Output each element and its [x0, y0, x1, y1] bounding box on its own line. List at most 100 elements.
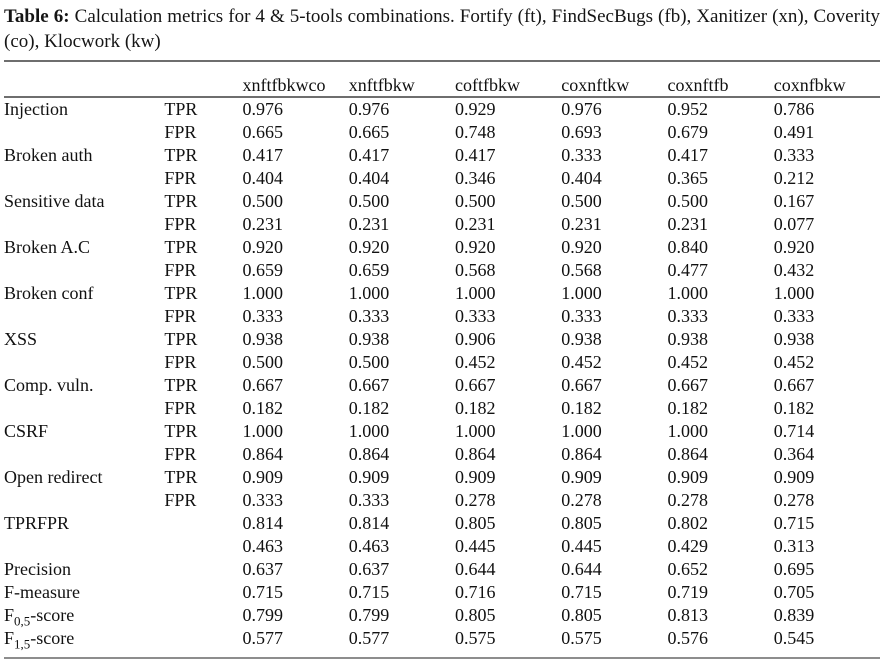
table-row: F1,5-score 0.577 0.577 0.575 0.575 0.576 0.545 [4, 627, 880, 659]
table-row: FPR 0.333 0.333 0.278 0.278 0.278 0.278 [4, 489, 880, 512]
metric-value: 0.452 [773, 352, 815, 372]
metric-value: 0.500 [242, 352, 284, 372]
row-category: CSRF [4, 421, 49, 441]
table-row: CSRF TPR 1.000 1.000 1.000 1.000 1.000 0.714 [4, 420, 880, 443]
row-category [4, 535, 164, 558]
metric-value: 0.404 [561, 168, 602, 188]
metric-value: 0.667 [561, 375, 602, 395]
metric-value: 0.333 [773, 306, 815, 326]
row-metric: FPR [164, 490, 197, 510]
table-row: Sensitive data TPR 0.500 0.500 0.500 0.500 0.5… [4, 190, 880, 213]
row-metric [164, 604, 242, 627]
table-row: FPR 0.333 0.333 0.333 0.333 0.333 0.333 [4, 305, 880, 328]
row-category: Broken A.C [4, 237, 91, 257]
metric-value: 0.491 [773, 122, 815, 142]
metric-value: 0.568 [561, 260, 602, 280]
row-metric: TPR [164, 329, 198, 349]
metric-value: 0.417 [348, 145, 390, 165]
metric-column-spacer [164, 60, 243, 98]
metric-value: 0.920 [561, 237, 602, 257]
row-metric: TPR [164, 375, 198, 395]
header-row: xnftfbkwco xnftfbkw coftfbkw coxnftkw coxnft… [4, 60, 880, 98]
metric-value: 0.182 [242, 398, 284, 418]
metric-value: 0.500 [242, 191, 284, 211]
metric-value: 0.909 [561, 467, 602, 487]
metric-value: 0.313 [773, 536, 815, 556]
row-category [4, 351, 164, 374]
metric-value: 1.000 [561, 283, 602, 303]
table-row: FPR 0.231 0.231 0.231 0.231 0.231 0.077 [4, 213, 880, 236]
metric-value: 0.805 [561, 605, 602, 625]
metric-value: 0.909 [667, 467, 708, 487]
table-row: FPR 0.500 0.500 0.452 0.452 0.452 0.452 [4, 351, 880, 374]
metric-value: 0.667 [348, 375, 390, 395]
metric-value: 0.659 [348, 260, 390, 280]
metric-value: 0.716 [455, 582, 496, 602]
metric-value: 0.637 [242, 559, 284, 579]
metric-value: 0.976 [561, 99, 602, 119]
metric-value: 0.667 [773, 375, 815, 395]
metric-value: 0.644 [455, 559, 496, 579]
metric-value: 0.695 [773, 559, 815, 579]
category-text: -score [30, 628, 75, 648]
metric-value: 0.231 [242, 214, 284, 234]
metric-value: 0.906 [455, 329, 496, 349]
metric-value: 0.417 [242, 145, 284, 165]
row-metric: FPR [164, 306, 197, 326]
metric-value: 1.000 [348, 283, 390, 303]
metric-value: 0.814 [348, 513, 390, 533]
metric-value: 0.333 [667, 306, 708, 326]
metric-value: 0.404 [242, 168, 284, 188]
metric-value: 0.445 [455, 536, 496, 556]
metric-value: 1.000 [455, 283, 496, 303]
metric-value: 1.000 [242, 421, 284, 441]
metric-value: 1.000 [242, 283, 284, 303]
metric-value: 0.665 [348, 122, 390, 142]
metric-value: 0.715 [242, 582, 284, 602]
column-header: coxnfbkw [773, 60, 880, 98]
metric-value: 0.575 [455, 627, 562, 659]
row-metric: FPR [164, 214, 197, 234]
metric-value: 0.577 [348, 627, 455, 659]
metric-value: 0.333 [773, 145, 815, 165]
column-header: xnftfbkw [348, 60, 455, 98]
metric-value: 0.938 [561, 329, 602, 349]
table-row: F-measure 0.715 0.715 0.716 0.715 0.719 0.705 [4, 581, 880, 604]
metric-value: 0.644 [561, 559, 602, 579]
row-metric: TPR [164, 145, 198, 165]
table-row: FPR 0.404 0.404 0.346 0.404 0.365 0.212 [4, 167, 880, 190]
metric-value: 0.665 [242, 122, 284, 142]
metric-value: 1.000 [348, 421, 390, 441]
metric-value: 0.182 [773, 398, 815, 418]
table-row: Injection TPR 0.976 0.976 0.929 0.976 0.952 0.7… [4, 97, 880, 121]
metric-value: 0.575 [561, 627, 668, 659]
table-row: Open redirect TPR 0.909 0.909 0.909 0.909 0.90… [4, 466, 880, 489]
row-metric: TPR [164, 283, 198, 303]
metric-value: 0.333 [242, 306, 284, 326]
metric-value: 0.814 [242, 513, 284, 533]
metric-value: 0.333 [348, 306, 390, 326]
row-metric [164, 627, 243, 659]
metric-value: 0.278 [561, 490, 602, 510]
metric-value: 1.000 [667, 283, 708, 303]
row-metric [164, 558, 242, 581]
row-category [4, 489, 164, 512]
row-category: XSS [4, 329, 38, 349]
table-row: XSS TPR 0.938 0.938 0.906 0.938 0.938 0.938 [4, 328, 880, 351]
row-category: Broken conf [4, 283, 94, 303]
row-metric [164, 581, 242, 604]
row-metric: FPR [164, 260, 197, 280]
metric-value: 0.452 [561, 352, 602, 372]
metric-value: 0.500 [667, 191, 708, 211]
metric-value: 0.920 [348, 237, 390, 257]
metric-value: 0.545 [773, 627, 880, 659]
table-row: Broken auth TPR 0.417 0.417 0.417 0.333 0.417 0… [4, 144, 880, 167]
table-row: FPR 0.665 0.665 0.748 0.693 0.679 0.491 [4, 121, 880, 144]
metric-value: 0.652 [667, 559, 708, 579]
category-column-spacer [4, 60, 165, 98]
metric-value: 0.929 [455, 99, 496, 119]
metric-value: 0.864 [667, 444, 708, 464]
metric-value: 0.864 [561, 444, 602, 464]
metric-value: 0.364 [773, 444, 815, 464]
table-row: Broken conf TPR 1.000 1.000 1.000 1.000 1.000 1… [4, 282, 880, 305]
